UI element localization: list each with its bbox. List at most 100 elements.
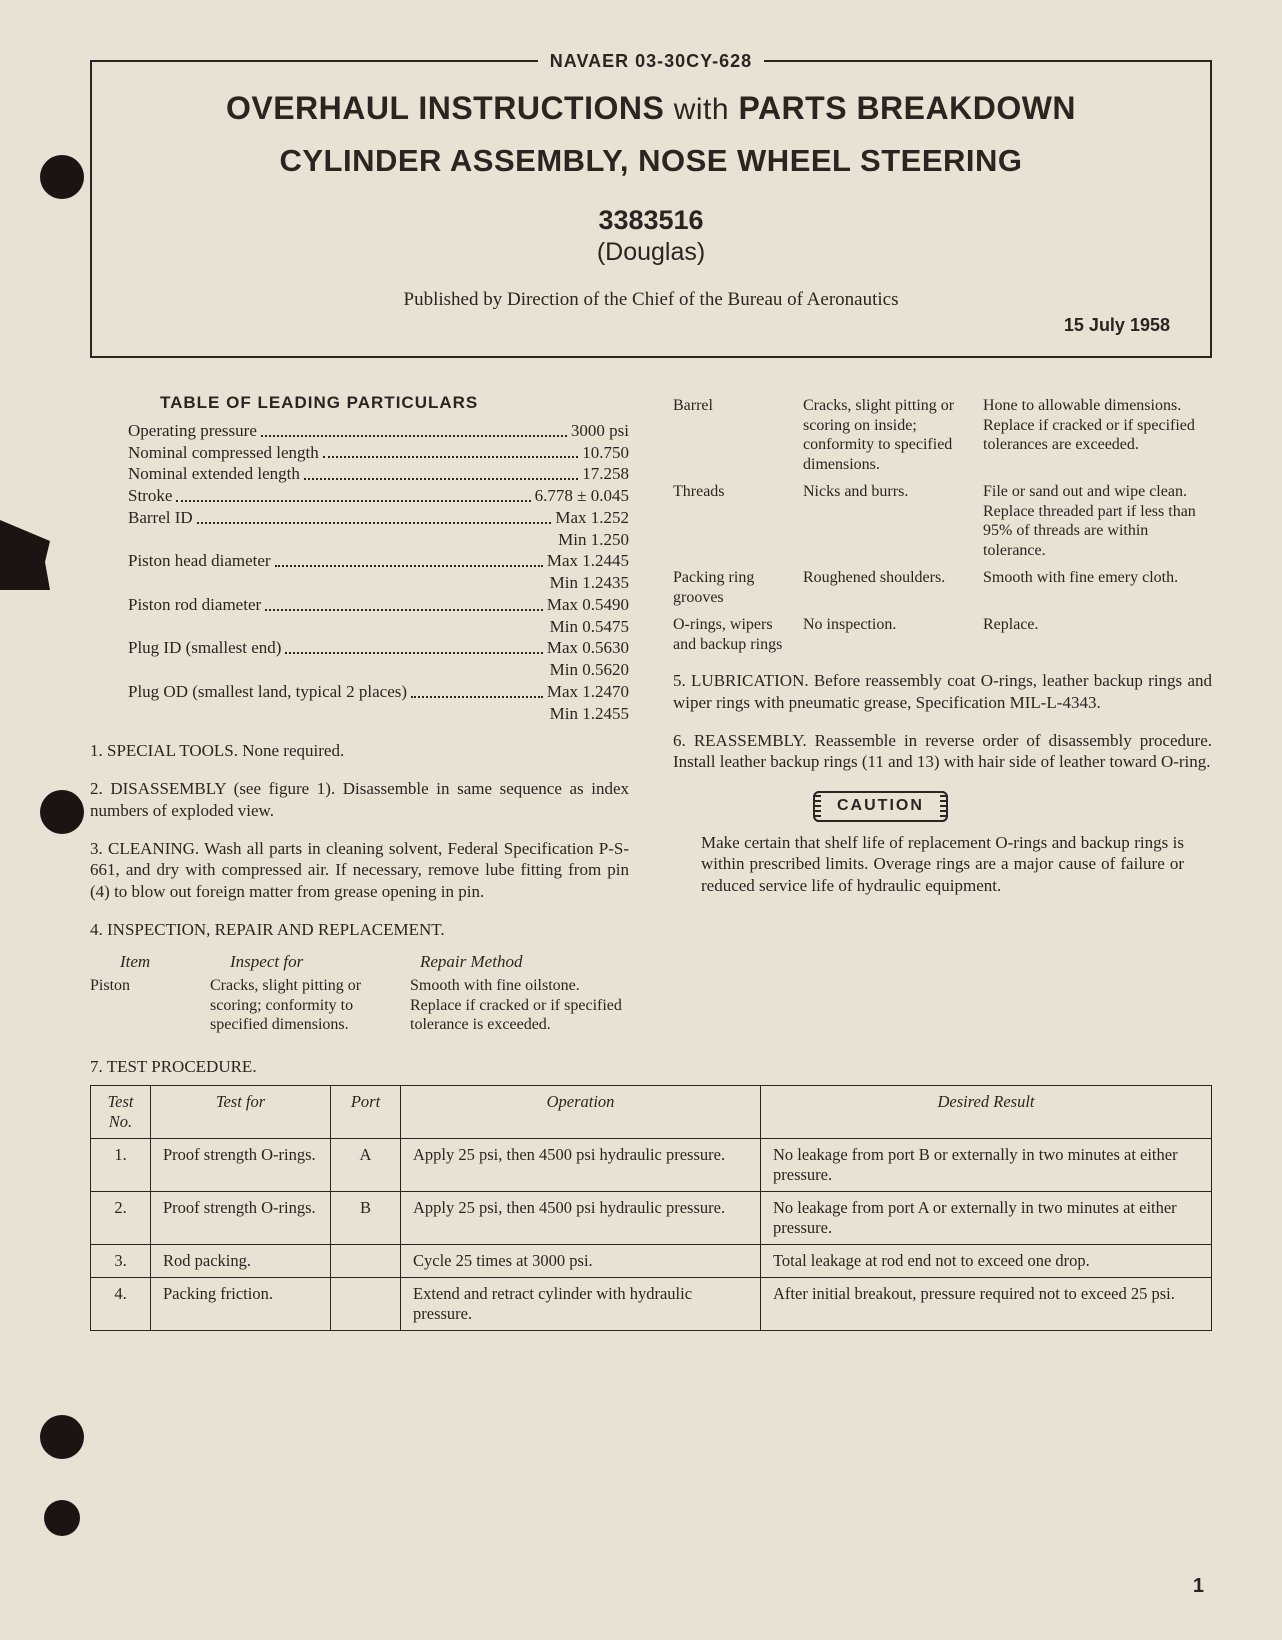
test-result: Total leakage at rod end not to exceed o…: [761, 1244, 1212, 1277]
leading-row: Nominal compressed length10.750: [128, 442, 629, 464]
test-procedure-table: TestNo. Test for Port Operation Desired …: [90, 1085, 1212, 1331]
leading-dots: [275, 550, 543, 567]
manufacturer: (Douglas): [132, 238, 1170, 267]
inspect-header-item: Item: [120, 951, 230, 973]
leading-dots: [197, 507, 552, 524]
part-number: 3383516: [132, 205, 1170, 236]
test-operation: Apply 25 psi, then 4500 psi hydraulic pr…: [401, 1191, 761, 1244]
page-tear: [0, 520, 50, 590]
test-for: Proof strength O-rings.: [151, 1138, 331, 1191]
inspect-item: Barrel: [673, 396, 803, 474]
leading-label: Plug ID (smallest end): [128, 637, 281, 659]
inspect-item: Packing ring grooves: [673, 568, 803, 607]
leading-label: Operating pressure: [128, 420, 257, 442]
leading-table-title: TABLE OF LEADING PARTICULARS: [160, 392, 629, 414]
test-for: Rod packing.: [151, 1244, 331, 1277]
leading-value: Max 1.252: [555, 507, 629, 529]
leading-row: xMin 1.2435: [128, 572, 629, 594]
leading-dots: [261, 420, 567, 437]
para-lubrication: 5. LUBRICATION. Before reassembly coat O…: [673, 670, 1212, 714]
leading-label: Plug OD (smallest land, typical 2 places…: [128, 681, 407, 703]
inspect-for: Roughened shoulders.: [803, 568, 983, 607]
test-row: 3.Rod packing. Cycle 25 times at 3000 psi…: [91, 1244, 1212, 1277]
test-operation: Apply 25 psi, then 4500 psi hydraulic pr…: [401, 1138, 761, 1191]
test-port: [331, 1277, 401, 1330]
leading-value: Min 1.2455: [550, 703, 629, 725]
leading-value: 3000 psi: [571, 420, 629, 442]
published-by: Published by Direction of the Chief of t…: [132, 289, 1170, 311]
leading-dots: [323, 442, 579, 459]
test-header-port: Port: [331, 1085, 401, 1138]
leading-row: Plug OD (smallest land, typical 2 places…: [128, 681, 629, 703]
punch-hole: [40, 790, 84, 834]
inspect-row-barrel: Barrel Cracks, slight pitting or scoring…: [673, 396, 1212, 474]
leading-dots: [304, 463, 578, 480]
inspect-item: O-rings, wipers and backup rings: [673, 615, 803, 654]
para-inspection-heading: 4. INSPECTION, REPAIR AND REPLACEMENT.: [90, 919, 629, 941]
leading-dots: [176, 485, 530, 502]
column-left: TABLE OF LEADING PARTICULARS Operating p…: [90, 392, 629, 1035]
inspect-repair: Replace.: [983, 615, 1212, 654]
inspect-for: Nicks and burrs.: [803, 482, 983, 560]
leading-dots: [285, 637, 542, 654]
test-header-no: TestNo.: [91, 1085, 151, 1138]
test-no: 4.: [91, 1277, 151, 1330]
caution-label: CAUTION: [813, 791, 948, 821]
test-operation: Cycle 25 times at 3000 psi.: [401, 1244, 761, 1277]
test-operation: Extend and retract cylinder with hydraul…: [401, 1277, 761, 1330]
leading-label: Piston head diameter: [128, 550, 271, 572]
test-header-no-text: TestNo.: [108, 1092, 134, 1131]
leading-label: Piston rod diameter: [128, 594, 261, 616]
leading-label: Nominal extended length: [128, 463, 300, 485]
inspect-row-piston: Piston Cracks, slight pitting or scoring…: [90, 976, 629, 1035]
document-id: NAVAER 03-30CY-628: [538, 51, 764, 71]
leading-row: xMin 1.2455: [128, 703, 629, 725]
test-for: Proof strength O-rings.: [151, 1191, 331, 1244]
column-right: Barrel Cracks, slight pitting or scoring…: [673, 392, 1212, 1035]
test-for: Packing friction.: [151, 1277, 331, 1330]
leading-value: 6.778 ± 0.045: [535, 485, 629, 507]
title-main-part1: OVERHAUL INSTRUCTIONS: [226, 90, 664, 126]
inspection-table-header: Item Inspect for Repair Method: [120, 951, 629, 973]
test-no: 3.: [91, 1244, 151, 1277]
inspect-repair: Smooth with fine oilstone. Replace if cr…: [410, 976, 629, 1035]
leading-row: Nominal extended length 17.258: [128, 463, 629, 485]
publish-date: 15 July 1958: [132, 315, 1170, 336]
title-sub: CYLINDER ASSEMBLY, NOSE WHEEL STEERING: [132, 143, 1170, 179]
leading-row: Barrel ID Max 1.252: [128, 507, 629, 529]
para-special-tools: 1. SPECIAL TOOLS. None required.: [90, 740, 629, 762]
leading-value: 10.750: [582, 442, 629, 464]
leading-value: Min 0.5475: [550, 616, 629, 638]
test-header-result: Desired Result: [761, 1085, 1212, 1138]
leading-label: Barrel ID: [128, 507, 193, 529]
header-box: NAVAER 03-30CY-628 OVERHAUL INSTRUCTIONS…: [90, 60, 1212, 358]
inspect-item: Threads: [673, 482, 803, 560]
test-port: B: [331, 1191, 401, 1244]
title-main: OVERHAUL INSTRUCTIONS with PARTS BREAKDO…: [132, 90, 1170, 127]
inspect-header-inspectfor: Inspect for: [230, 951, 420, 973]
leading-row: xMin 0.5475: [128, 616, 629, 638]
test-port: [331, 1244, 401, 1277]
leading-row: xMin 1.250: [128, 529, 629, 551]
test-row: 1.Proof strength O-rings.AApply 25 psi, …: [91, 1138, 1212, 1191]
inspect-item: Piston: [90, 976, 210, 1035]
leading-value: Min 1.2435: [550, 572, 629, 594]
leading-value: Min 0.5620: [550, 659, 629, 681]
caution-text: Make certain that shelf life of replacem…: [701, 832, 1184, 897]
leading-value: Max 1.2445: [547, 550, 629, 572]
para-test-procedure: 7. TEST PROCEDURE.: [90, 1057, 1212, 1077]
test-row: 2.Proof strength O-rings.BApply 25 psi, …: [91, 1191, 1212, 1244]
punch-hole: [40, 155, 84, 199]
leading-value: 17.258: [582, 463, 629, 485]
page-number: 1: [1193, 1575, 1204, 1598]
leading-label: Stroke: [128, 485, 172, 507]
inspect-repair: File or sand out and wipe clean. Replace…: [983, 482, 1212, 560]
para-cleaning: 3. CLEANING. Wash all parts in cleaning …: [90, 838, 629, 903]
inspect-repair: Smooth with fine emery cloth.: [983, 568, 1212, 607]
test-no: 1.: [91, 1138, 151, 1191]
test-result: No leakage from port A or externally in …: [761, 1191, 1212, 1244]
inspect-for: Cracks, slight pitting or scoring; confo…: [210, 976, 410, 1035]
test-header-operation: Operation: [401, 1085, 761, 1138]
leading-row: xMin 0.5620: [128, 659, 629, 681]
para-reassembly: 6. REASSEMBLY. Reassemble in reverse ord…: [673, 730, 1212, 774]
